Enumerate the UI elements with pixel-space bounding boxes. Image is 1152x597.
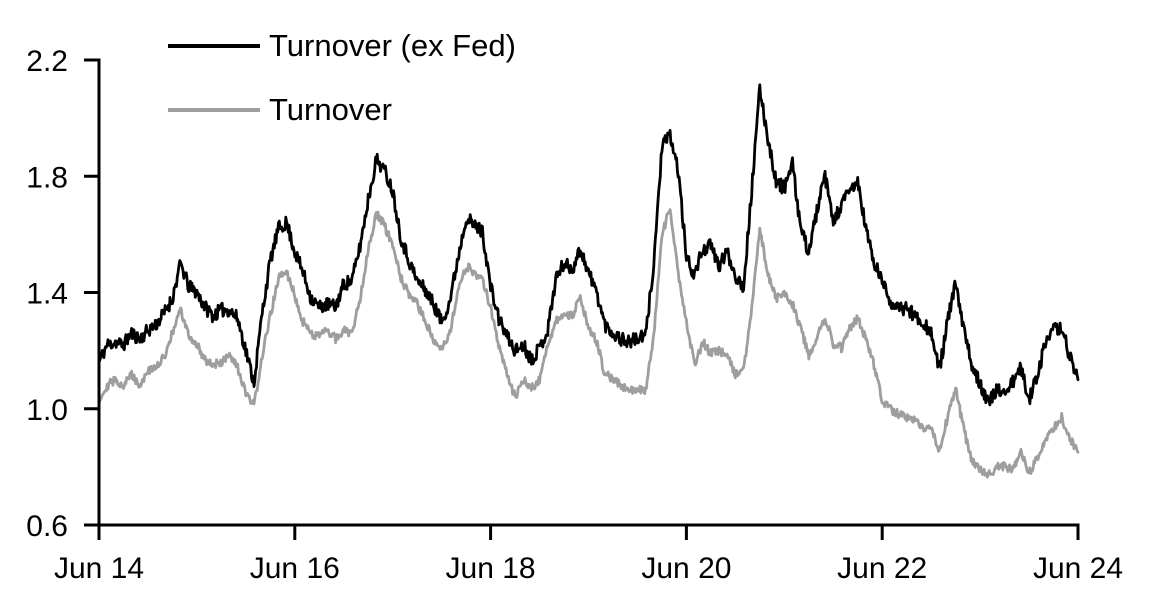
y-tick-label: 0.6 (26, 510, 68, 543)
y-tick-label: 2.2 (26, 45, 68, 78)
legend-label-turnover: Turnover (269, 92, 392, 127)
x-tick-label: Jun 14 (54, 552, 144, 585)
legend-line-swatch-gray (168, 108, 260, 112)
x-tick-label: Jun 18 (446, 552, 536, 585)
legend: Turnover (ex Fed) Turnover (168, 27, 516, 129)
y-tick-label: 1.8 (26, 161, 68, 194)
x-tick-label: Jun 24 (1033, 552, 1123, 585)
legend-item-turnover-ex-fed: Turnover (ex Fed) (168, 27, 516, 65)
legend-line-swatch-black (168, 44, 260, 48)
y-tick-label: 1.4 (26, 278, 68, 311)
x-tick-label: Jun 20 (641, 552, 731, 585)
legend-label-turnover-ex-fed: Turnover (ex Fed) (269, 28, 516, 63)
legend-item-turnover: Turnover (168, 91, 516, 129)
y-tick-label: 1.0 (26, 394, 68, 427)
x-tick-label: Jun 22 (837, 552, 927, 585)
series-line-turnover (97, 208, 1080, 479)
series-line-turnover-ex-fed (97, 83, 1080, 407)
x-tick-label: Jun 16 (250, 552, 340, 585)
